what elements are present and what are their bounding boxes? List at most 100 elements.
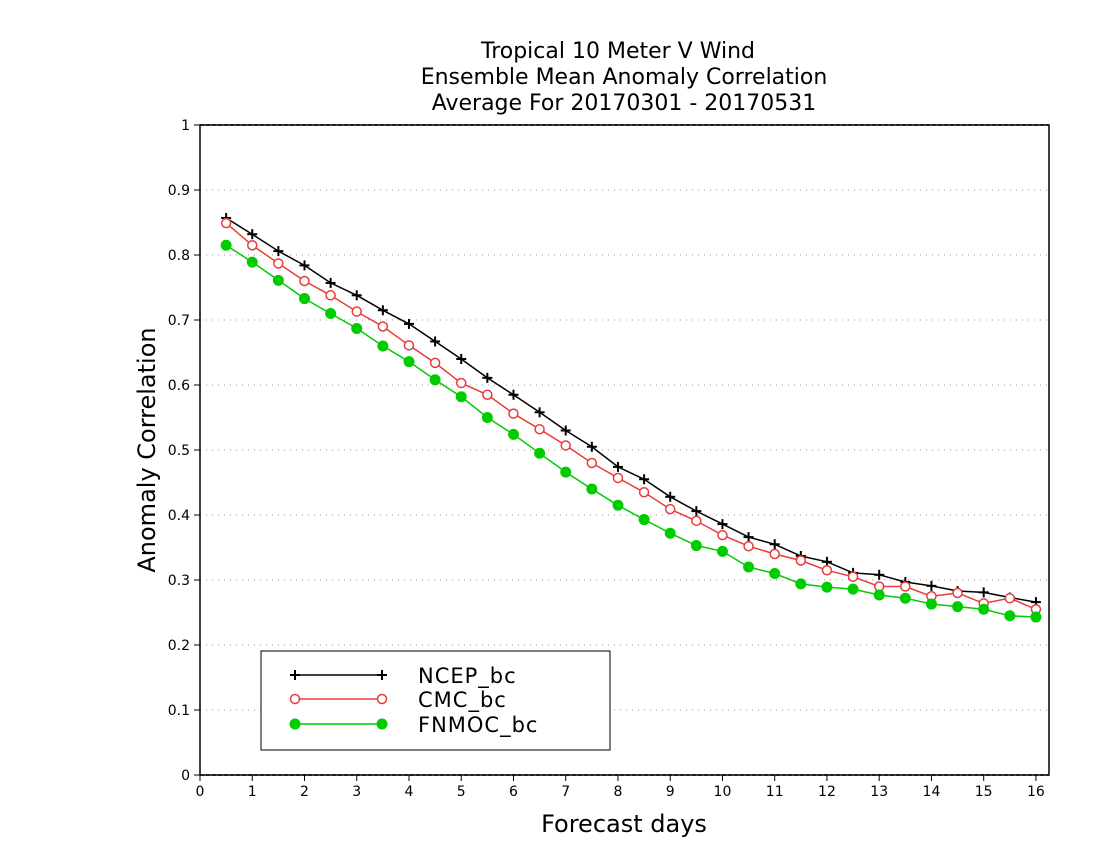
y-tick-label: 0.6 — [168, 378, 190, 394]
x-tick-label: 12 — [818, 784, 836, 800]
x-tick-label: 4 — [405, 784, 414, 800]
data-point-cmc-bc — [664, 503, 676, 515]
legend: NCEP_bc CMC_bc FNMOC_bc — [260, 650, 611, 751]
x-axis-label: Forecast days — [541, 810, 707, 838]
data-point-fnmoc-bc — [1030, 611, 1042, 623]
series-ncep-bc — [221, 212, 1041, 608]
data-point-fnmoc-bc — [1004, 610, 1016, 622]
series-fnmoc-bc — [220, 239, 1042, 623]
x-tick-label: 15 — [975, 784, 993, 800]
data-point-cmc-bc — [1004, 592, 1016, 604]
data-point-fnmoc-bc — [612, 499, 624, 511]
series-cmc-bc — [220, 217, 1042, 615]
x-tick-label: 0 — [196, 784, 205, 800]
data-point-cmc-bc — [455, 377, 467, 389]
data-point-cmc-bc — [952, 587, 963, 599]
x-tick-label: 6 — [509, 784, 518, 800]
data-point-fnmoc-bc — [716, 545, 728, 557]
data-point-fnmoc-bc — [246, 256, 258, 268]
x-tick-label: 16 — [1027, 784, 1045, 800]
legend-marker-cmc-bc — [289, 693, 301, 705]
legend-marker-fnmoc-bc — [289, 718, 301, 730]
data-point-fnmoc-bc — [351, 322, 363, 334]
x-tick-label: 10 — [714, 784, 732, 800]
data-point-cmc-bc — [482, 389, 493, 400]
legend-label-cmc: CMC_bc — [418, 688, 507, 713]
y-tick-label: 0.5 — [168, 443, 190, 459]
data-point-cmc-bc — [429, 357, 441, 369]
legend-marker-cmc-bc — [376, 693, 388, 705]
data-point-fnmoc-bc — [560, 466, 572, 478]
x-tick-label: 9 — [666, 784, 675, 800]
data-point-cmc-bc — [403, 340, 415, 351]
data-point-cmc-bc — [325, 290, 336, 301]
data-point-cmc-bc — [508, 408, 519, 419]
data-point-cmc-bc — [769, 548, 780, 560]
data-point-cmc-bc — [717, 529, 728, 541]
data-point-cmc-bc — [900, 581, 911, 592]
data-point-fnmoc-bc — [664, 527, 676, 539]
legend-label-ncep: NCEP_bc — [418, 664, 517, 689]
data-point-fnmoc-bc — [952, 601, 964, 613]
data-point-fnmoc-bc — [899, 592, 911, 604]
data-point-cmc-bc — [847, 571, 859, 582]
data-point-cmc-bc — [795, 555, 807, 566]
x-tick-label: 14 — [923, 784, 941, 800]
data-point-fnmoc-bc — [325, 308, 337, 319]
data-point-fnmoc-bc — [403, 356, 415, 368]
data-point-fnmoc-bc — [795, 578, 807, 590]
data-point-fnmoc-bc — [586, 483, 598, 495]
y-tick-label: 0.7 — [168, 313, 190, 329]
data-point-fnmoc-bc — [690, 540, 702, 552]
x-tick-label: 13 — [870, 784, 888, 800]
data-point-fnmoc-bc — [220, 239, 232, 251]
data-point-cmc-bc — [273, 258, 284, 269]
legend-box — [260, 650, 611, 751]
legend-samples — [289, 670, 388, 730]
plot-frame — [199, 124, 1050, 776]
data-point-cmc-bc — [220, 217, 232, 229]
y-tick-label: 0.3 — [168, 573, 190, 589]
data-point-cmc-bc — [743, 540, 754, 552]
y-tick-label: 0 — [181, 768, 190, 784]
chart-title-line-2: Ensemble Mean Anomaly Correlation — [421, 65, 828, 90]
data-point-cmc-bc — [534, 423, 545, 435]
x-tick-label: 3 — [352, 784, 361, 800]
x-tick-label: 11 — [766, 784, 784, 800]
data-point-fnmoc-bc — [429, 374, 441, 386]
x-tick-label: 8 — [614, 784, 623, 800]
y-tick-label: 0.9 — [168, 183, 190, 199]
data-point-fnmoc-bc — [534, 447, 546, 459]
x-tick-label: 1 — [248, 784, 257, 800]
y-tick-label: 0.1 — [168, 703, 190, 719]
data-point-fnmoc-bc — [507, 428, 519, 440]
data-point-fnmoc-bc — [925, 598, 937, 610]
data-point-cmc-bc — [560, 440, 571, 451]
data-point-fnmoc-bc — [298, 293, 310, 305]
legend-marker-fnmoc-bc — [376, 718, 388, 730]
x-tick-label: 2 — [300, 784, 309, 800]
data-point-fnmoc-bc — [821, 581, 833, 593]
legend-label-fnmoc: FNMOC_bc — [418, 713, 538, 738]
x-tick-label: 5 — [457, 784, 466, 800]
series-line-fnmoc-bc — [225, 244, 1036, 618]
data-point-cmc-bc — [377, 321, 389, 332]
data-point-cmc-bc — [821, 565, 833, 576]
data-point-cmc-bc — [612, 472, 624, 484]
series-line-cmc-bc — [225, 222, 1037, 610]
y-tick-label: 0.2 — [168, 638, 190, 654]
data-point-cmc-bc — [351, 306, 362, 317]
data-series — [220, 212, 1042, 623]
chart-title-line-1: Tropical 10 Meter V Wind — [480, 39, 755, 64]
data-point-cmc-bc — [586, 457, 598, 469]
data-point-cmc-bc — [246, 240, 258, 251]
y-axis-label: Anomaly Correlation — [133, 327, 161, 572]
data-point-fnmoc-bc — [481, 412, 493, 423]
y-tick-label: 0.8 — [168, 248, 190, 264]
data-point-fnmoc-bc — [455, 391, 467, 403]
data-point-fnmoc-bc — [873, 589, 885, 601]
x-tick-label: 7 — [561, 784, 570, 800]
data-point-cmc-bc — [638, 487, 650, 498]
